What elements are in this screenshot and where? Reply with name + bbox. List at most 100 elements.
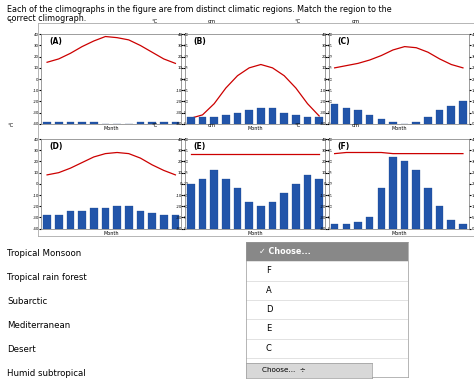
FancyBboxPatch shape: [246, 242, 408, 261]
Text: Tropical rain forest: Tropical rain forest: [7, 273, 87, 282]
Text: C: C: [266, 344, 272, 353]
Bar: [199, 179, 206, 229]
Bar: [137, 122, 144, 124]
Bar: [389, 122, 397, 124]
Bar: [315, 117, 323, 124]
Bar: [424, 117, 432, 124]
Text: °C: °C: [7, 19, 14, 24]
Bar: [292, 184, 300, 229]
Bar: [269, 202, 276, 229]
Bar: [412, 170, 420, 229]
X-axis label: Month: Month: [103, 231, 119, 236]
Bar: [424, 188, 432, 229]
Bar: [436, 110, 443, 124]
Text: B: B: [266, 363, 272, 372]
Bar: [292, 115, 300, 124]
Bar: [43, 122, 51, 124]
Text: °C: °C: [295, 123, 301, 128]
Bar: [412, 122, 420, 124]
Bar: [172, 122, 179, 124]
Bar: [90, 122, 98, 124]
Bar: [160, 215, 167, 229]
Bar: [246, 110, 253, 124]
Bar: [304, 175, 311, 229]
X-axis label: Month: Month: [247, 231, 263, 236]
Bar: [78, 122, 86, 124]
Bar: [101, 208, 109, 229]
Text: °C: °C: [151, 19, 157, 24]
Bar: [187, 117, 195, 124]
Text: (B): (B): [193, 37, 206, 46]
Bar: [281, 113, 288, 124]
Text: (F): (F): [337, 142, 349, 151]
Bar: [331, 224, 338, 229]
Bar: [222, 115, 229, 124]
Bar: [187, 184, 195, 229]
Text: cm: cm: [352, 19, 360, 24]
Text: Choose...  ÷: Choose... ÷: [262, 367, 305, 373]
X-axis label: Month: Month: [391, 231, 407, 236]
Text: (D): (D): [50, 142, 63, 151]
Bar: [43, 215, 51, 229]
Text: ✓ Choose...: ✓ Choose...: [259, 247, 311, 256]
Bar: [222, 179, 229, 229]
Bar: [199, 117, 206, 124]
Text: F: F: [266, 266, 271, 275]
Bar: [234, 113, 241, 124]
Bar: [304, 117, 311, 124]
X-axis label: Month: Month: [247, 126, 263, 131]
Bar: [459, 101, 467, 124]
Bar: [246, 202, 253, 229]
Bar: [343, 108, 350, 124]
Text: Each of the climographs in the figure are from distinct climatic regions. Match : Each of the climographs in the figure ar…: [7, 5, 392, 14]
Text: cm: cm: [208, 19, 216, 24]
Bar: [257, 206, 264, 229]
Bar: [447, 219, 455, 229]
Bar: [331, 104, 338, 124]
Text: Humid subtropical: Humid subtropical: [7, 369, 86, 378]
Bar: [125, 206, 133, 229]
X-axis label: Month: Month: [103, 126, 119, 131]
Text: cm: cm: [208, 123, 216, 128]
Bar: [257, 108, 264, 124]
Bar: [354, 110, 362, 124]
Text: A: A: [266, 286, 272, 295]
Bar: [137, 211, 144, 229]
Bar: [354, 222, 362, 229]
Text: correct climograph.: correct climograph.: [7, 14, 86, 24]
Bar: [366, 115, 374, 124]
Bar: [389, 157, 397, 229]
Bar: [172, 215, 179, 229]
Bar: [160, 122, 167, 124]
Text: E: E: [266, 324, 271, 333]
Bar: [281, 193, 288, 229]
Bar: [315, 179, 323, 229]
X-axis label: Month: Month: [391, 126, 407, 131]
Text: D: D: [266, 305, 273, 314]
Text: (C): (C): [337, 37, 350, 46]
Text: (E): (E): [193, 142, 206, 151]
Text: °C: °C: [151, 123, 157, 128]
Bar: [55, 122, 63, 124]
Bar: [67, 122, 74, 124]
Bar: [148, 122, 156, 124]
Bar: [113, 206, 121, 229]
Text: Desert: Desert: [7, 345, 36, 354]
Bar: [67, 211, 74, 229]
Bar: [459, 224, 467, 229]
Text: Mediterranean: Mediterranean: [7, 321, 70, 330]
Bar: [210, 170, 218, 229]
Bar: [55, 215, 63, 229]
Bar: [447, 106, 455, 124]
Text: °C: °C: [295, 19, 301, 24]
Bar: [436, 206, 443, 229]
Bar: [148, 213, 156, 229]
Text: (A): (A): [50, 37, 63, 46]
Text: °C: °C: [7, 123, 14, 128]
Bar: [269, 108, 276, 124]
Text: cm: cm: [352, 123, 360, 128]
Bar: [377, 188, 385, 229]
Bar: [78, 211, 86, 229]
Bar: [90, 208, 98, 229]
Bar: [343, 224, 350, 229]
